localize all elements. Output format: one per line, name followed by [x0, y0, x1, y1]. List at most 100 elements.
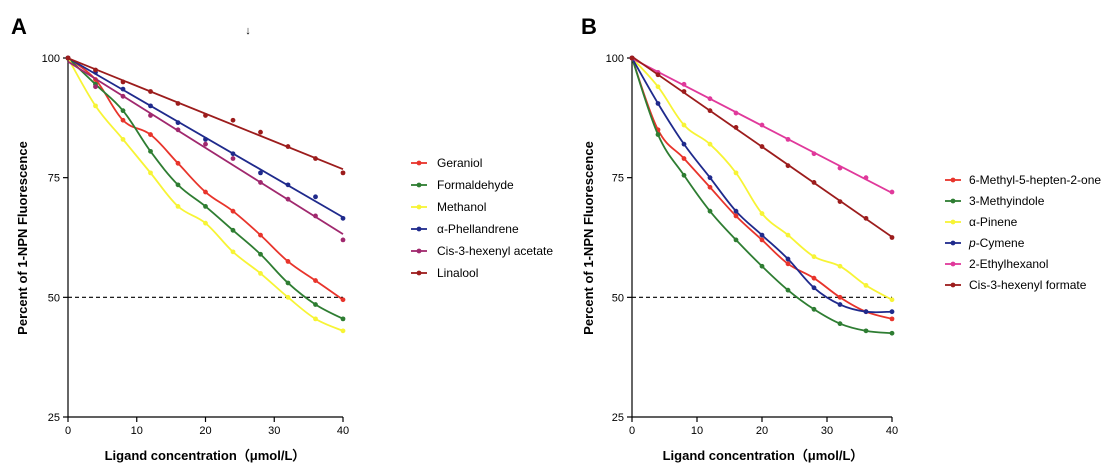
data-point — [230, 117, 236, 123]
legend-label: Methanol — [437, 200, 486, 214]
fit-line — [631, 57, 893, 314]
legend-swatch-point — [950, 177, 956, 183]
data-point — [785, 256, 791, 262]
legend-label: p-Cymene — [968, 236, 1025, 250]
legend-item: Formaldehyde — [411, 178, 514, 192]
legend-item: α-Pinene — [945, 215, 1018, 229]
fit-line — [67, 57, 344, 320]
data-point — [175, 182, 181, 188]
panel-letter: B — [581, 14, 597, 39]
data-point — [707, 96, 713, 102]
y-axis-title: Percent of 1-NPN Fluorescence — [15, 141, 30, 335]
data-point — [759, 211, 765, 216]
fit-line — [631, 57, 893, 320]
data-point — [120, 117, 126, 123]
data-point — [148, 170, 153, 176]
data-point — [285, 182, 291, 188]
legend-label: Cis-3-hexenyl formate — [969, 278, 1087, 292]
series-1 — [629, 55, 895, 336]
data-point — [681, 141, 687, 147]
data-point — [313, 302, 318, 307]
data-point — [681, 122, 687, 128]
y-tick-label: 25 — [48, 412, 60, 424]
data-point — [837, 321, 843, 327]
legend-label: Linalool — [437, 266, 478, 280]
series-4 — [629, 55, 895, 195]
data-point — [313, 194, 318, 200]
series-2 — [65, 55, 346, 334]
data-point — [203, 113, 208, 118]
data-point — [837, 302, 843, 307]
data-point — [203, 141, 208, 147]
legend-swatch-point — [950, 282, 956, 288]
data-point — [863, 309, 869, 315]
y-tick-label: 75 — [612, 173, 624, 185]
data-point — [733, 213, 739, 219]
x-axis-title: Ligand concentration（μmol/L） — [663, 448, 864, 463]
data-point — [655, 132, 661, 137]
data-point — [785, 287, 791, 293]
data-point — [889, 316, 895, 322]
legend-label: α-Pinene — [969, 215, 1018, 229]
series-3 — [629, 55, 895, 315]
data-point — [340, 297, 346, 303]
x-tick-label: 0 — [629, 425, 635, 437]
data-point — [203, 136, 208, 142]
series-5 — [629, 55, 895, 240]
data-point — [93, 103, 98, 109]
data-point — [759, 263, 765, 269]
series-5 — [65, 55, 346, 176]
x-tick-label: 20 — [199, 425, 211, 437]
data-point — [707, 141, 713, 147]
data-point — [230, 249, 236, 255]
data-point — [340, 170, 346, 176]
data-point — [203, 189, 208, 195]
data-point — [93, 84, 98, 90]
data-point — [707, 108, 713, 114]
series-0 — [65, 55, 346, 303]
data-point — [863, 175, 869, 181]
legend-item: α-Phellandrene — [411, 222, 519, 236]
data-point — [230, 156, 236, 161]
series-0 — [629, 55, 895, 322]
data-point — [175, 101, 181, 106]
data-point — [889, 309, 895, 315]
legend-swatch-point — [416, 226, 422, 232]
data-point — [759, 144, 765, 149]
legend-item: 3-Methyindole — [945, 194, 1045, 208]
data-point — [230, 151, 236, 157]
legend-label: Cis-3-hexenyl acetate — [437, 244, 553, 258]
y-tick-label: 100 — [606, 53, 624, 65]
x-tick-label: 30 — [821, 425, 833, 437]
data-point — [863, 282, 869, 288]
legend-item: Methanol — [411, 200, 486, 214]
data-point — [148, 148, 153, 154]
data-point — [759, 237, 765, 243]
data-point — [93, 67, 98, 73]
data-point — [285, 259, 291, 264]
legend-label: Formaldehyde — [437, 178, 514, 192]
data-point — [120, 79, 126, 85]
data-point — [258, 251, 263, 257]
data-point — [340, 237, 346, 243]
data-point — [655, 84, 661, 90]
data-point — [837, 199, 843, 205]
panel-b: B 25 50 75 100 0 10 20 30 40 Ligand concentration（… — [581, 14, 1101, 463]
data-point — [120, 108, 126, 114]
data-point — [230, 227, 236, 233]
data-point — [120, 86, 126, 92]
data-point — [340, 215, 346, 221]
data-point — [203, 203, 208, 209]
x-tick-label: 40 — [337, 425, 349, 437]
legend-swatch-point — [416, 270, 422, 276]
data-point — [811, 306, 817, 312]
data-point — [837, 165, 843, 171]
legend-label: 2-Ethylhexanol — [969, 257, 1048, 271]
data-point — [811, 151, 817, 157]
data-point — [175, 127, 181, 133]
y-axis-title: Percent of 1-NPN Fluorescence — [581, 141, 596, 335]
data-point — [863, 328, 869, 334]
data-point — [230, 208, 236, 214]
data-point — [120, 136, 126, 142]
